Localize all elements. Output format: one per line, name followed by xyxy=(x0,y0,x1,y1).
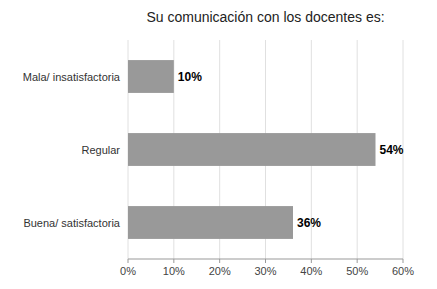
chart-container: Su comunicación con los docentes es: 0% 10… xyxy=(0,0,437,289)
labels: 36% Buena/ satisfactoria 54% Regular 10% Mala… xyxy=(23,70,404,230)
data-label: 54% xyxy=(380,143,404,157)
tick-mark xyxy=(128,259,129,263)
tick-mark xyxy=(219,259,220,263)
tick-label: 60% xyxy=(392,265,414,277)
x-axis: 0% 10% 20% 30% 40% 50% 60% xyxy=(120,259,414,277)
tick-label: 0% xyxy=(120,265,136,277)
category-label: Regular xyxy=(81,144,120,156)
tick-label: 40% xyxy=(300,265,322,277)
axis-line xyxy=(128,259,403,260)
title: Su comunicación con los docentes es: xyxy=(146,9,384,25)
tick-mark xyxy=(357,259,358,263)
tick-mark xyxy=(173,259,174,263)
tick-label: 50% xyxy=(346,265,368,277)
tick-label: 10% xyxy=(163,265,185,277)
data-label: 36% xyxy=(297,216,321,230)
bar xyxy=(128,60,174,93)
category-label: Mala/ insatisfactoria xyxy=(23,71,121,83)
bar xyxy=(128,133,376,166)
tick-mark xyxy=(311,259,312,263)
grid xyxy=(128,40,403,259)
bar xyxy=(128,206,293,239)
background xyxy=(0,0,437,289)
category-label: Buena/ satisfactoria xyxy=(23,217,120,229)
tick-mark xyxy=(403,259,404,263)
tick-label: 30% xyxy=(254,265,276,277)
bars xyxy=(128,60,376,239)
tick-label: 20% xyxy=(209,265,231,277)
chart-svg: Su comunicación con los docentes es: 0% 10… xyxy=(0,0,437,289)
data-label: 10% xyxy=(178,70,202,84)
tick-mark xyxy=(265,259,266,263)
